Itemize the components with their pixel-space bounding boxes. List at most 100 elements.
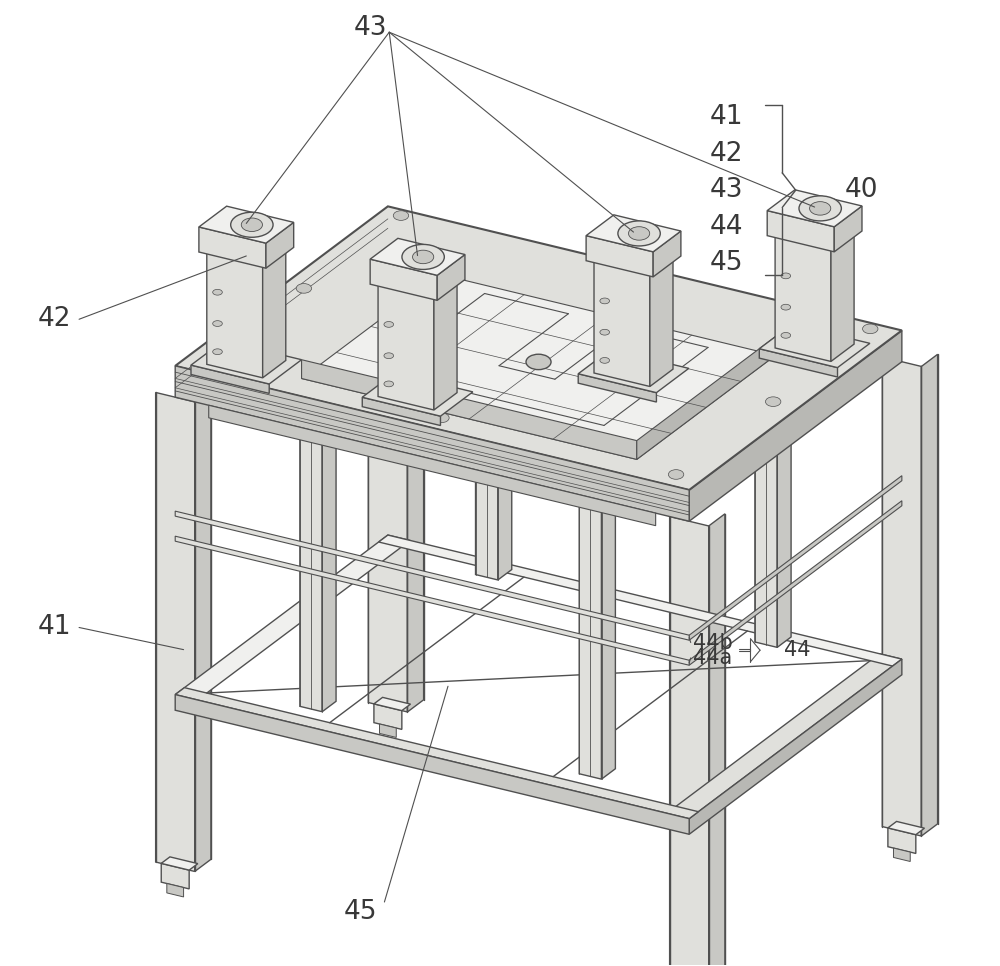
- Polygon shape: [195, 389, 211, 871]
- Text: 41: 41: [710, 104, 743, 130]
- Polygon shape: [628, 469, 645, 512]
- Polygon shape: [888, 828, 916, 853]
- Text: 40: 40: [844, 177, 878, 203]
- Polygon shape: [379, 535, 902, 667]
- Polygon shape: [191, 341, 302, 384]
- Polygon shape: [689, 659, 902, 835]
- Polygon shape: [263, 248, 286, 378]
- Polygon shape: [759, 325, 870, 368]
- Polygon shape: [767, 366, 784, 408]
- Text: 41: 41: [38, 614, 71, 640]
- Ellipse shape: [781, 273, 791, 279]
- Polygon shape: [777, 340, 791, 647]
- Text: 42: 42: [710, 141, 743, 166]
- Polygon shape: [434, 280, 457, 410]
- Ellipse shape: [526, 355, 551, 370]
- Ellipse shape: [668, 469, 684, 479]
- Text: 43: 43: [710, 177, 743, 203]
- Polygon shape: [175, 535, 410, 700]
- Polygon shape: [650, 256, 673, 386]
- Polygon shape: [834, 206, 862, 252]
- Ellipse shape: [765, 397, 781, 407]
- Polygon shape: [667, 654, 902, 818]
- Polygon shape: [207, 251, 263, 378]
- Polygon shape: [199, 227, 266, 269]
- Polygon shape: [378, 267, 457, 298]
- Polygon shape: [759, 349, 838, 377]
- Ellipse shape: [600, 357, 610, 363]
- Polygon shape: [378, 284, 434, 410]
- Polygon shape: [921, 355, 938, 836]
- Polygon shape: [175, 536, 689, 666]
- Polygon shape: [653, 231, 681, 277]
- Polygon shape: [322, 404, 336, 712]
- Ellipse shape: [434, 413, 449, 423]
- Polygon shape: [175, 207, 902, 490]
- Text: 42: 42: [38, 306, 71, 332]
- Polygon shape: [637, 336, 775, 460]
- Polygon shape: [374, 704, 402, 729]
- Polygon shape: [167, 884, 184, 897]
- Text: 43: 43: [353, 15, 387, 42]
- Polygon shape: [161, 864, 189, 889]
- Polygon shape: [578, 350, 689, 392]
- Polygon shape: [882, 357, 921, 836]
- Polygon shape: [266, 222, 294, 269]
- Polygon shape: [888, 821, 924, 835]
- Ellipse shape: [384, 381, 394, 386]
- Ellipse shape: [213, 290, 222, 296]
- Polygon shape: [362, 397, 440, 426]
- Ellipse shape: [402, 244, 444, 270]
- Polygon shape: [689, 475, 902, 640]
- Polygon shape: [207, 235, 286, 265]
- Polygon shape: [586, 214, 681, 252]
- Polygon shape: [302, 359, 637, 460]
- Polygon shape: [362, 373, 473, 416]
- Text: 44b: 44b: [693, 633, 732, 652]
- Ellipse shape: [384, 322, 394, 327]
- Text: 45: 45: [344, 898, 377, 924]
- Polygon shape: [370, 239, 465, 275]
- Polygon shape: [767, 189, 862, 227]
- Ellipse shape: [213, 349, 222, 355]
- Ellipse shape: [781, 332, 791, 338]
- Ellipse shape: [628, 268, 643, 277]
- Ellipse shape: [600, 298, 610, 303]
- Polygon shape: [191, 365, 269, 393]
- Ellipse shape: [199, 356, 215, 366]
- Polygon shape: [437, 254, 465, 300]
- Ellipse shape: [241, 218, 262, 232]
- Polygon shape: [293, 389, 310, 431]
- Polygon shape: [175, 695, 689, 835]
- Polygon shape: [161, 857, 198, 870]
- Polygon shape: [476, 277, 498, 580]
- Polygon shape: [594, 243, 673, 273]
- Polygon shape: [209, 406, 656, 526]
- Polygon shape: [374, 697, 411, 711]
- Polygon shape: [370, 259, 437, 300]
- Polygon shape: [175, 366, 689, 522]
- Polygon shape: [300, 409, 322, 712]
- Ellipse shape: [799, 196, 841, 221]
- Polygon shape: [709, 514, 725, 966]
- Ellipse shape: [628, 227, 650, 241]
- Polygon shape: [831, 232, 854, 361]
- Polygon shape: [302, 274, 775, 460]
- Polygon shape: [199, 206, 294, 243]
- Ellipse shape: [863, 324, 878, 333]
- Ellipse shape: [618, 221, 660, 246]
- Ellipse shape: [600, 329, 610, 335]
- Ellipse shape: [810, 202, 831, 215]
- Ellipse shape: [413, 250, 434, 264]
- Ellipse shape: [393, 211, 409, 220]
- Ellipse shape: [231, 213, 273, 238]
- Polygon shape: [175, 688, 698, 818]
- Polygon shape: [407, 230, 424, 712]
- Polygon shape: [775, 218, 854, 248]
- Ellipse shape: [384, 353, 394, 358]
- Polygon shape: [156, 392, 195, 871]
- Polygon shape: [498, 272, 512, 580]
- Polygon shape: [670, 517, 709, 966]
- Polygon shape: [579, 476, 602, 780]
- Ellipse shape: [296, 284, 312, 294]
